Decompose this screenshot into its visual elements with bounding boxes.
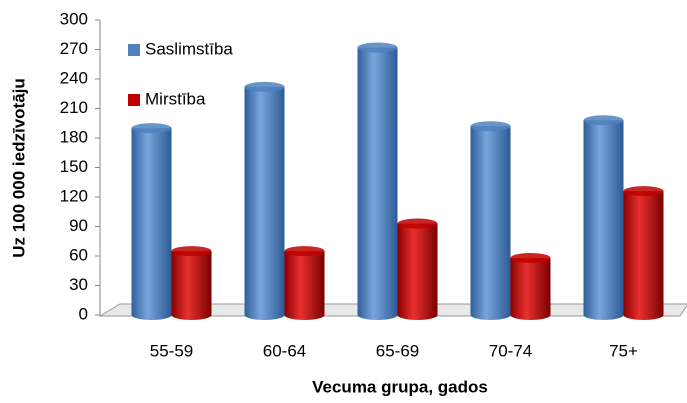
y-tick-label: 240 xyxy=(60,68,88,87)
x-tick-label: 70-74 xyxy=(489,341,532,360)
bar xyxy=(470,126,511,315)
bar xyxy=(510,257,551,315)
y-tick-label: 180 xyxy=(60,127,88,146)
bar-top xyxy=(284,246,325,257)
bar-bottom xyxy=(623,310,664,320)
legend-label: Mirstība xyxy=(145,89,206,108)
bar-top xyxy=(244,81,285,92)
bar-top xyxy=(623,186,664,197)
y-tick-label: 60 xyxy=(69,245,88,264)
bar-bottom xyxy=(470,310,511,320)
y-axis-title: Uz 100 000 iedzīvotāju xyxy=(9,78,28,258)
bar-top xyxy=(397,218,438,229)
bar-bottom xyxy=(284,310,325,320)
bar-top xyxy=(583,115,624,126)
y-tick-label: 30 xyxy=(69,275,88,294)
bar-bottom xyxy=(397,310,438,320)
bar-bottom xyxy=(131,310,172,320)
bar xyxy=(357,47,398,316)
bar xyxy=(284,251,325,315)
bar-top xyxy=(131,123,172,134)
bar-top xyxy=(470,121,511,132)
legend-marker xyxy=(128,94,140,106)
bar-bottom xyxy=(583,310,624,320)
bar xyxy=(244,86,285,315)
x-tick-label: 75+ xyxy=(609,341,638,360)
bar xyxy=(623,191,664,315)
y-tick-label: 210 xyxy=(60,98,88,117)
x-tick-label: 60-64 xyxy=(263,341,306,360)
bar-top xyxy=(510,252,551,263)
y-tick-label: 0 xyxy=(79,304,88,323)
bar-bottom xyxy=(244,310,285,320)
bar-bottom xyxy=(357,310,398,320)
bar xyxy=(397,223,438,315)
bar xyxy=(171,251,212,315)
y-tick-label: 270 xyxy=(60,39,88,58)
bar-top xyxy=(357,42,398,53)
legend-marker xyxy=(128,44,140,56)
x-axis-title: Vecuma grupa, gados xyxy=(312,377,488,396)
bar xyxy=(131,128,172,315)
bar-top xyxy=(171,246,212,257)
legend-label: Saslimstība xyxy=(145,39,233,58)
bar-bottom xyxy=(171,310,212,320)
y-tick-label: 120 xyxy=(60,186,88,205)
bar-bottom xyxy=(510,310,551,320)
x-tick-label: 65-69 xyxy=(376,341,419,360)
x-tick-label: 55-59 xyxy=(150,341,193,360)
y-tick-label: 150 xyxy=(60,157,88,176)
y-tick-label: 300 xyxy=(60,9,88,28)
y-tick-label: 90 xyxy=(69,216,88,235)
bar xyxy=(583,120,624,315)
